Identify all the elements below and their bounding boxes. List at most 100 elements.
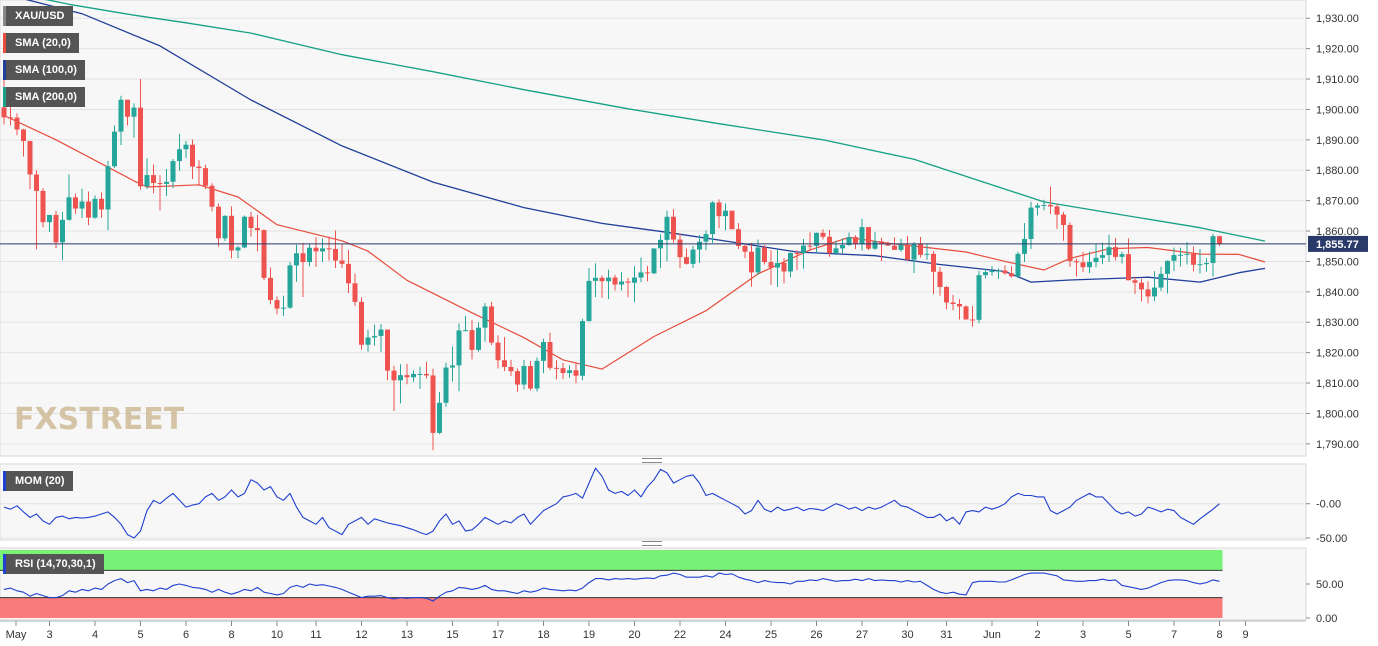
- candle: [580, 318, 585, 381]
- candle-body: [859, 227, 865, 244]
- candle: [404, 363, 410, 385]
- momentum-tick-label: -50.00: [1316, 533, 1347, 545]
- rsi-axis: 50.00 0.00: [1306, 579, 1344, 625]
- candle-body: [222, 215, 228, 239]
- date-tick-label: 9: [1242, 629, 1248, 641]
- date-tick-label: May: [6, 629, 27, 641]
- price-tick-label: 1,790.00: [1316, 439, 1359, 451]
- candle-body: [606, 277, 611, 282]
- candle-body: [957, 304, 962, 307]
- price-pane[interactable]: 1,790.00 1,800.00 1,810.00 1,820.00 1,830.00…: [0, 0, 1368, 457]
- rsi-legend-tag[interactable]: RSI (14,70,30,1): [3, 554, 104, 574]
- candle: [1002, 265, 1008, 275]
- candle: [573, 363, 579, 384]
- candle: [365, 329, 371, 352]
- candle: [983, 268, 988, 279]
- candle-body: [1184, 253, 1190, 255]
- candle-body: [92, 198, 98, 218]
- candle: [21, 128, 26, 157]
- candle-body: [229, 215, 234, 251]
- candle: [73, 193, 78, 214]
- sma-20-legend-tag[interactable]: SMA (20,0): [3, 33, 79, 53]
- candle: [469, 320, 475, 360]
- candle: [697, 234, 702, 263]
- candle: [957, 299, 962, 320]
- pane-resize-handle-momentum[interactable]: [642, 458, 662, 463]
- candle-body: [755, 247, 761, 273]
- candle: [1139, 278, 1144, 302]
- candle-body: [157, 183, 163, 185]
- candle: [690, 245, 696, 268]
- momentum-legend-tag[interactable]: MOM (20): [3, 471, 73, 491]
- rsi-tick-label: 50.00: [1316, 579, 1344, 591]
- symbol-tag[interactable]: XAU/USD: [3, 6, 73, 26]
- pane-resize-handle-rsi[interactable]: [642, 541, 662, 546]
- candle-body: [703, 234, 709, 242]
- candle: [807, 232, 813, 251]
- candle-body: [580, 321, 585, 376]
- candle: [716, 199, 722, 229]
- candle-body: [1041, 204, 1047, 206]
- candle-body: [151, 175, 156, 184]
- candle-body: [729, 210, 735, 230]
- candle-body: [710, 202, 715, 235]
- rsi-pane[interactable]: 50.00 0.00: [0, 547, 1344, 625]
- candle: [911, 241, 917, 273]
- date-tick-label: 5: [1125, 629, 1131, 641]
- candle-body: [1067, 224, 1073, 262]
- candle-body: [554, 367, 559, 369]
- momentum-line: [3, 467, 1220, 539]
- sma-100-legend-tag[interactable]: SMA (100,0): [3, 60, 85, 80]
- date-tick-label: 15: [446, 629, 458, 641]
- date-tick-label: 10: [271, 629, 283, 641]
- candle-body: [1126, 254, 1131, 281]
- candle-body: [456, 330, 462, 366]
- sma-200-line: [44, 0, 1266, 242]
- candle: [1015, 251, 1021, 279]
- date-tick-label: 20: [628, 629, 640, 641]
- candle: [313, 237, 319, 267]
- candle: [606, 269, 611, 300]
- candle-body: [918, 243, 923, 255]
- candle-body: [528, 366, 533, 389]
- momentum-swatch: [3, 471, 6, 491]
- candle: [918, 236, 923, 258]
- candle: [352, 273, 358, 306]
- candle-body: [684, 257, 689, 264]
- candle: [1028, 201, 1034, 249]
- candle-body: [645, 272, 650, 274]
- price-tick-label: 1,850.00: [1316, 256, 1359, 268]
- candle: [346, 249, 351, 294]
- candle: [1126, 238, 1131, 281]
- candle-body: [814, 232, 819, 246]
- date-tick-label: 3: [1080, 629, 1086, 641]
- candle-body: [53, 214, 59, 243]
- candle: [515, 368, 520, 392]
- candle: [651, 248, 657, 275]
- candle: [879, 237, 884, 262]
- candle: [859, 218, 865, 251]
- candlestick-series: [1, 78, 1222, 451]
- momentum-axis: -0.00 -50.00: [1306, 499, 1347, 545]
- candle: [398, 364, 403, 404]
- candle-body: [944, 286, 949, 303]
- candle-body: [970, 319, 975, 321]
- candle-body: [339, 260, 345, 264]
- candle: [430, 368, 436, 451]
- candle-body: [268, 277, 273, 301]
- candle-body: [989, 270, 995, 273]
- candle-body: [1197, 264, 1203, 266]
- candle-body: [170, 161, 176, 182]
- date-tick-label: 8: [1216, 629, 1222, 641]
- candle: [1067, 222, 1073, 267]
- candle-body: [261, 230, 267, 278]
- candle-body: [144, 175, 150, 187]
- candle-body: [66, 197, 72, 220]
- momentum-pane[interactable]: -0.00 -50.00: [0, 463, 1347, 545]
- momentum-gridlines: [0, 503, 1306, 539]
- candle: [1100, 242, 1105, 264]
- candle-body: [996, 270, 1001, 272]
- sma-200-legend-tag[interactable]: SMA (200,0): [3, 87, 85, 107]
- price-pane-frame: [0, 0, 1307, 457]
